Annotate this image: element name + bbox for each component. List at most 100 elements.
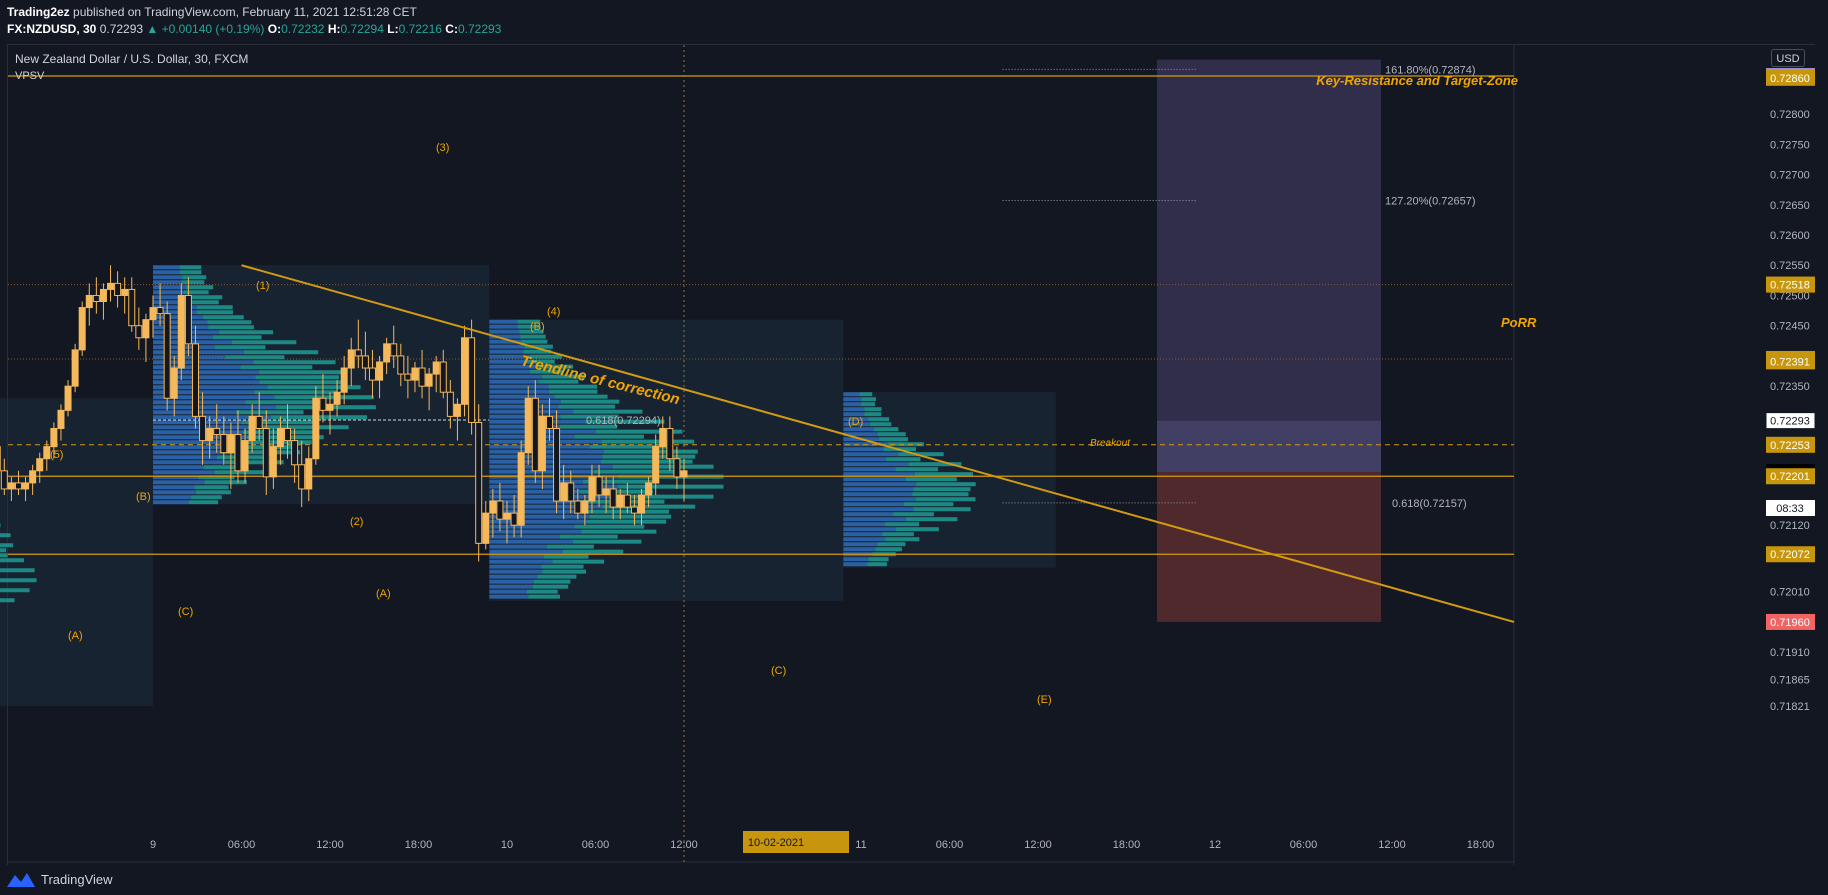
indicator-name[interactable]: VPSV <box>15 70 45 82</box>
volume-bar-blue <box>843 557 869 562</box>
candle-body <box>121 288 129 296</box>
candle-body <box>616 494 624 508</box>
x-tick-label: 18:00 <box>1113 839 1141 851</box>
volume-bar-teal <box>875 547 902 552</box>
target-zone-box <box>1157 59 1381 421</box>
volume-bar-teal <box>195 490 231 495</box>
price-tag-bg <box>1766 353 1815 370</box>
trendline <box>241 264 1515 623</box>
volume-bar-blue <box>843 492 913 497</box>
price-tag-bg <box>1765 412 1816 430</box>
candle-body <box>107 282 115 290</box>
volume-bar-teal <box>859 392 873 397</box>
volume-bar-blue <box>153 460 225 465</box>
price-tag-label: 0.72391 <box>1770 356 1810 368</box>
volume-bar-teal <box>194 485 229 490</box>
volume-bar-teal <box>0 543 14 548</box>
volume-bar-teal <box>521 339 548 344</box>
volume-bar-teal <box>873 427 899 432</box>
stop-zone-box <box>1157 472 1381 622</box>
x-tick-label: 18:00 <box>1467 839 1495 851</box>
volume-bar-blue <box>489 584 533 589</box>
volume-bar-teal <box>533 579 571 584</box>
wave-label: (1) <box>256 280 269 292</box>
volume-bar-teal <box>558 404 616 409</box>
volume-bar-teal <box>884 522 920 527</box>
volume-bar-blue <box>153 475 198 480</box>
volume-bar-teal <box>603 449 698 454</box>
y-tick-label: 0.72500 <box>1770 290 1810 302</box>
y-tick-label: 0.71865 <box>1770 674 1810 686</box>
candle-body <box>255 415 263 429</box>
wave-label: (3) <box>436 142 449 154</box>
brand-name: TradingView <box>41 871 113 887</box>
publisher-name[interactable]: Trading2ez <box>7 5 70 19</box>
wave-label: (A) <box>376 588 391 600</box>
volume-bar-blue <box>843 422 870 427</box>
volume-bar-blue <box>153 405 276 410</box>
volume-bar-teal <box>529 369 564 374</box>
candle-body <box>581 500 589 514</box>
wave-label: (C) <box>771 665 786 677</box>
volume-bar-blue <box>843 427 874 432</box>
price-tag: 0.72391 <box>1766 353 1815 370</box>
volume-bar-teal <box>532 584 569 589</box>
y-tick-label: 0.72550 <box>1770 260 1810 272</box>
candle-body <box>510 512 518 526</box>
candle-body <box>135 325 143 339</box>
volume-bar-blue <box>843 452 899 457</box>
candle-body <box>71 349 79 387</box>
volume-bar-teal <box>259 380 347 385</box>
candle-body <box>482 512 490 544</box>
volume-bar-teal <box>191 295 223 300</box>
wave-label: (2) <box>350 516 363 528</box>
price-tag: 0.72293 <box>1765 412 1816 430</box>
wave-label: (D) <box>848 416 863 428</box>
open-value: 0.72232 <box>281 22 325 36</box>
volume-bar-blue <box>153 360 254 365</box>
volume-bar-teal <box>860 402 876 407</box>
volume-bar-teal <box>253 360 336 365</box>
volume-bar-teal <box>887 442 924 447</box>
volume-bar-blue <box>153 495 191 500</box>
volume-bar-teal <box>543 554 589 559</box>
tradingview-logo[interactable]: TradingView <box>7 868 113 890</box>
candle-body <box>319 397 327 411</box>
candle-body <box>177 294 185 369</box>
candle-body <box>29 470 37 484</box>
y-tick-label: 0.72800 <box>1770 109 1810 121</box>
volume-bar-blue <box>843 562 868 567</box>
volume-bar-blue <box>489 389 549 394</box>
candle-body <box>376 361 384 381</box>
volume-bar-blue <box>489 464 613 469</box>
candle-body <box>411 367 419 381</box>
x-tick-label: 06:00 <box>936 839 964 851</box>
y-tick-label: 0.72450 <box>1770 321 1810 333</box>
volume-bar-blue <box>489 329 520 334</box>
volume-bar-blue <box>489 554 544 559</box>
candle-body <box>64 385 72 411</box>
x-tick-label: 12:00 <box>1024 839 1052 851</box>
volume-bar-blue <box>489 454 603 459</box>
volume-bar-teal <box>541 564 584 569</box>
volume-bar-teal <box>537 574 577 579</box>
volume-bar-teal <box>903 502 954 507</box>
volume-bar-teal <box>0 568 35 573</box>
candle-body <box>425 373 433 387</box>
volume-bar-teal <box>912 492 969 497</box>
candle-body <box>680 470 688 478</box>
volume-bar-teal <box>864 412 882 417</box>
volume-bar-teal <box>208 325 254 330</box>
volume-bar-teal <box>179 265 202 270</box>
key-resistance-label: Key-Resistance and Target-Zone <box>1316 73 1518 88</box>
volume-bar-blue <box>489 594 529 599</box>
candle-body <box>227 434 235 454</box>
currency-button[interactable]: USD <box>1771 49 1805 67</box>
candle-body <box>560 482 568 502</box>
volume-bar-teal <box>548 389 598 394</box>
close-label: C: <box>445 22 458 36</box>
volume-bar-teal <box>0 523 1 528</box>
volume-bar-teal <box>186 285 214 290</box>
candle-body <box>368 367 376 381</box>
